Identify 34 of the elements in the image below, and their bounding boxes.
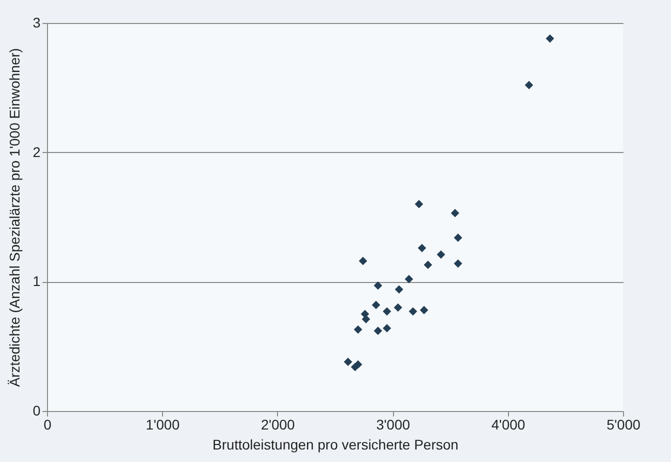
y-tick-label: 1	[32, 273, 41, 290]
point	[450, 208, 460, 218]
point	[436, 250, 446, 259]
point	[524, 80, 534, 90]
point	[424, 260, 432, 270]
point	[408, 307, 418, 316]
point	[546, 34, 554, 43]
point	[358, 256, 368, 266]
point	[404, 274, 414, 284]
point	[454, 259, 462, 268]
y-tick-label: 0	[32, 402, 41, 418]
point	[382, 307, 392, 316]
x-tick-label: 5'000	[606, 416, 641, 432]
point	[394, 303, 402, 312]
x-axis-title: Bruttoleistungen pro versicherte Person	[212, 436, 458, 452]
x-tick-label: 0	[44, 416, 52, 432]
point	[354, 325, 362, 334]
point	[394, 285, 404, 294]
point	[374, 281, 382, 290]
x-tick-label: 2'000	[260, 416, 296, 432]
x-tick-label: 3'000	[376, 416, 410, 432]
point	[414, 200, 424, 208]
point	[418, 244, 426, 252]
y-axis-title: Ärztedichte (Anzahl Spezialärzte pro 1'000 Einwohner)	[6, 48, 23, 387]
point	[374, 326, 382, 335]
point	[382, 324, 392, 332]
x-tick-label: 1'000	[146, 416, 180, 432]
x-tick-label: 4'000	[491, 416, 526, 432]
point	[420, 306, 428, 314]
point	[454, 234, 462, 242]
y-tick-label: 2	[32, 144, 41, 160]
y-tick-label: 3	[32, 14, 41, 30]
point	[372, 300, 380, 310]
point	[344, 358, 352, 366]
